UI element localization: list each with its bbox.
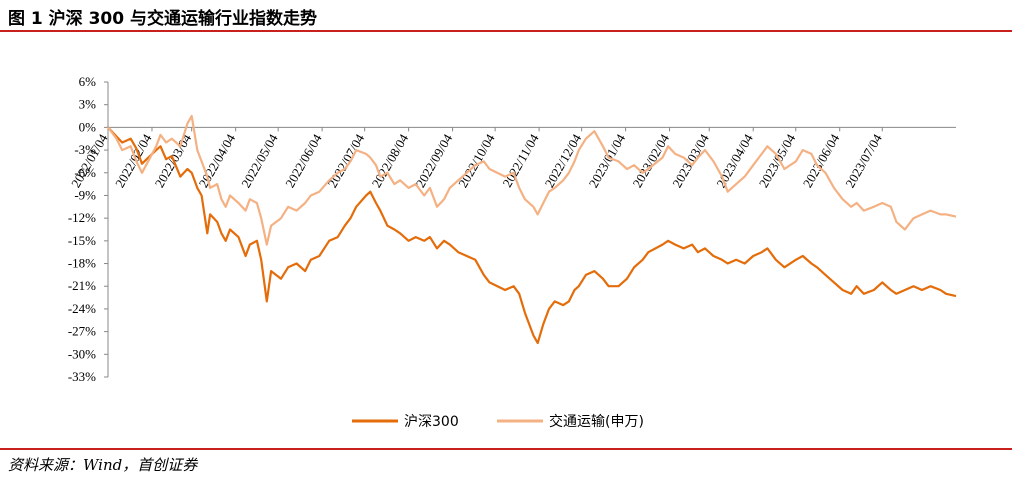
x-tick-label: 2023/07/04 xyxy=(842,131,885,190)
x-tick-label: 2023/06/04 xyxy=(800,131,843,190)
x-tick-label: 2023/03/04 xyxy=(669,131,712,190)
series-line-hs300 xyxy=(107,126,957,345)
y-tick-label: -6% xyxy=(74,165,96,180)
y-tick-label: -15% xyxy=(68,233,96,248)
legend: 沪深300 交通运输(申万) xyxy=(352,413,644,430)
y-tick-label: -21% xyxy=(68,278,96,293)
figure-title: 图 1 沪深 300 与交通运输行业指数走势 xyxy=(8,9,317,29)
footer-divider xyxy=(0,448,1012,450)
x-tick-label: 2023/05/04 xyxy=(756,131,799,190)
y-tick-label: -9% xyxy=(74,187,96,202)
y-tick-label: -12% xyxy=(68,210,96,225)
y-axis: 6% 3% 0% -3% -6% -9% -12% -15% -18% -21% -24% -27% -… xyxy=(68,74,109,384)
y-tick-label: 6% xyxy=(79,74,97,89)
x-tick-label: 2022/06/04 xyxy=(282,131,325,190)
x-tick-label: 2023/01/04 xyxy=(586,131,629,190)
plot-area xyxy=(107,114,957,345)
legend-label: 沪深300 xyxy=(404,414,459,430)
title-divider xyxy=(0,30,1012,32)
legend-label: 交通运输(申万) xyxy=(549,413,644,430)
y-tick-label: 3% xyxy=(79,97,97,112)
x-tick-label: 2022/08/04 xyxy=(369,131,412,190)
y-tick-label: -18% xyxy=(68,256,96,271)
y-tick-label: 0% xyxy=(79,119,97,134)
x-tick-label: 2022/01/04 xyxy=(68,131,111,190)
x-tick-label: 2022/07/04 xyxy=(325,131,368,190)
x-tick-label: 2022/09/04 xyxy=(413,131,456,190)
x-tick-label: 2022/11/04 xyxy=(499,131,542,190)
y-tick-label: -27% xyxy=(68,324,96,339)
x-tick-label: 2023/02/04 xyxy=(630,131,673,190)
y-tick-label: -33% xyxy=(68,369,96,384)
x-tick-label: 2023/04/04 xyxy=(713,131,756,190)
y-tick-label: -3% xyxy=(74,142,96,157)
x-tick-label: 2022/05/04 xyxy=(238,131,281,190)
series-line-transport xyxy=(107,114,957,246)
y-tick-label: -24% xyxy=(68,301,96,316)
source-note: 资料来源：Wind，首创证券 xyxy=(8,456,198,474)
y-tick-label: -30% xyxy=(68,346,96,361)
x-tick-label: 2022/10/04 xyxy=(455,131,498,190)
